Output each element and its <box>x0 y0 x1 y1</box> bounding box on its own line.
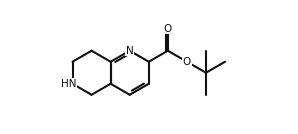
Text: O: O <box>164 24 172 34</box>
Text: N: N <box>126 46 134 56</box>
Text: O: O <box>183 57 191 67</box>
Text: HN: HN <box>61 79 77 89</box>
